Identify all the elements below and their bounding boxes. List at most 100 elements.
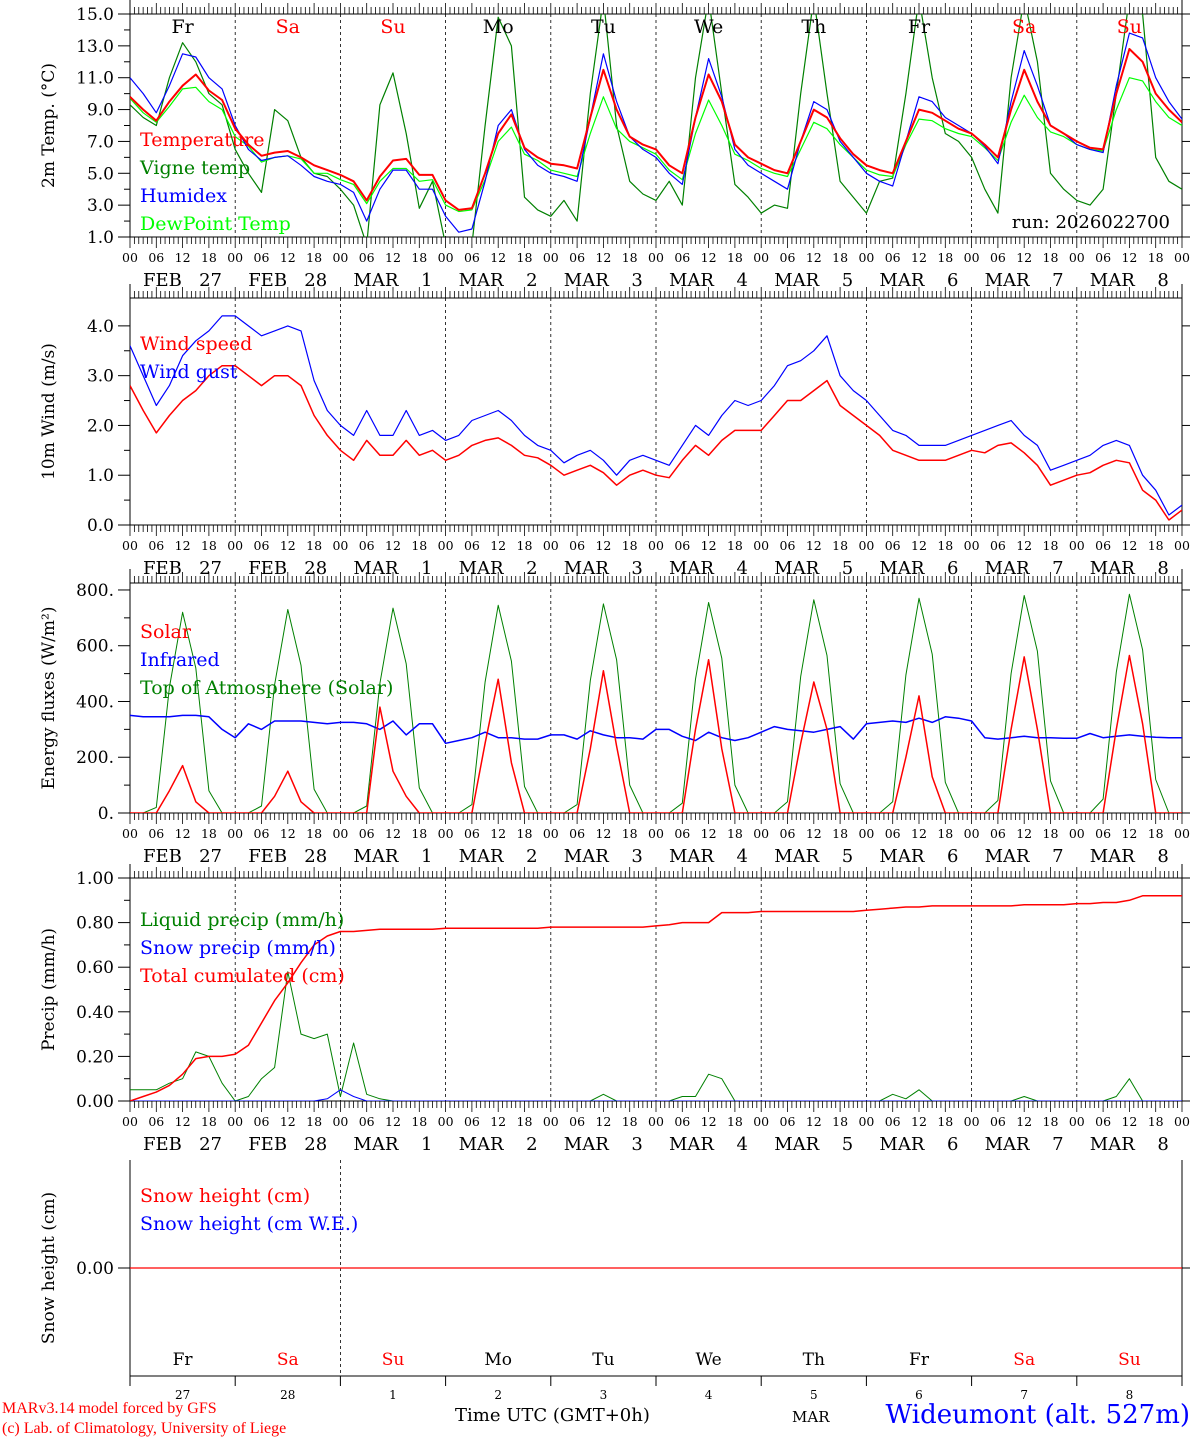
x-date-month: FEB (248, 270, 287, 291)
x-hour-label: 12 (175, 250, 191, 265)
x-date-month: MAR (459, 846, 504, 867)
day-number-label: 8 (1126, 1388, 1134, 1402)
x-hour-label: 06 (148, 538, 164, 553)
x-hour-label: 12 (280, 826, 296, 841)
x-date-day: 5 (842, 1134, 853, 1155)
x-hour-label: 12 (1016, 1114, 1032, 1129)
x-date-month: MAR (353, 846, 398, 867)
y-tick-label: 0.80 (76, 914, 114, 934)
x-hour-label: 12 (280, 250, 296, 265)
x-hour-label: 06 (254, 250, 270, 265)
x-date-day: 28 (304, 846, 327, 867)
x-hour-label: 06 (780, 538, 796, 553)
x-date-day: 5 (842, 270, 853, 291)
y-tick-label: 1.0 (87, 466, 114, 486)
x-date-month: FEB (248, 846, 287, 867)
x-date-month: MAR (774, 846, 819, 867)
y-tick-label: 0.00 (76, 1259, 114, 1279)
x-hour-label: 12 (175, 1114, 191, 1129)
x-date-month: MAR (564, 1134, 609, 1155)
x-hour-label: 18 (411, 250, 427, 265)
x-hour-label: 12 (1016, 826, 1032, 841)
x-hour-label: 12 (280, 538, 296, 553)
x-hour-label: 00 (1069, 538, 1085, 553)
run-label: run: 2026022700 (1012, 212, 1170, 233)
x-date-month: MAR (774, 558, 819, 579)
x-date-month: MAR (564, 558, 609, 579)
x-hour-label: 18 (306, 1114, 322, 1129)
x-hour-label: 00 (332, 826, 348, 841)
x-hour-label: 00 (543, 826, 559, 841)
y-tick-label: 0.20 (76, 1047, 114, 1067)
x-hour-label: 18 (201, 250, 217, 265)
y-tick-label: 200. (76, 748, 114, 768)
x-date-month: FEB (248, 558, 287, 579)
x-hour-label: 00 (648, 1114, 664, 1129)
x-hour-label: 06 (1095, 1114, 1111, 1129)
y-tick-label: 15.0 (76, 5, 114, 25)
x-hour-label: 12 (490, 538, 506, 553)
legend-item: Infrared (140, 649, 220, 671)
x-hour-label: 18 (727, 826, 743, 841)
legend-item: Liquid precip (mm/h) (140, 909, 344, 931)
y-axis-label: 2m Temp. (°C) (39, 63, 59, 188)
x-hour-label: 06 (569, 538, 585, 553)
x-date-month: MAR (1090, 558, 1135, 579)
x-hour-label: 06 (359, 538, 375, 553)
x-hour-label: 06 (780, 1114, 796, 1129)
x-hour-label: 12 (806, 826, 822, 841)
x-hour-label: 00 (648, 826, 664, 841)
x-hour-label: 12 (806, 1114, 822, 1129)
y-tick-label: 0.0 (87, 516, 114, 536)
x-hour-label: 18 (832, 250, 848, 265)
series-wind-speed (130, 364, 1182, 521)
x-hour-label: 06 (990, 1114, 1006, 1129)
x-hour-label: 00 (543, 1114, 559, 1129)
x-date-month: MAR (879, 558, 924, 579)
series-liquid-precip-mm-h (130, 971, 1182, 1101)
x-date-month: MAR (985, 270, 1030, 291)
x-hour-label: 12 (280, 1114, 296, 1129)
x-hour-label: 00 (858, 538, 874, 553)
x-hour-label: 06 (990, 538, 1006, 553)
legend-item: Snow height (cm) (140, 1185, 310, 1207)
x-hour-label: 00 (438, 250, 454, 265)
legend-item: DewPoint Temp (140, 213, 291, 235)
x-hour-label: 00 (543, 250, 559, 265)
x-hour-label: 06 (254, 826, 270, 841)
x-hour-label: 18 (201, 1114, 217, 1129)
series-top-of-atmosphere-solar (130, 593, 1182, 813)
day-number-label: 4 (705, 1388, 713, 1402)
x-hour-label: 06 (569, 1114, 585, 1129)
x-date-month: MAR (1090, 270, 1135, 291)
x-hour-label: 12 (385, 250, 401, 265)
y-tick-label: 0.40 (76, 1003, 114, 1023)
x-hour-label: 00 (858, 1114, 874, 1129)
x-hour-label: 12 (911, 1114, 927, 1129)
day-name-label: Sa (276, 16, 300, 38)
x-hour-label: 00 (122, 250, 138, 265)
day-number-label: 6 (915, 1388, 923, 1402)
day-number-label: 5 (810, 1388, 818, 1402)
day-name-label: Mo (483, 16, 514, 38)
x-hour-label: 18 (1148, 538, 1164, 553)
day-name-label: Su (380, 16, 405, 38)
series-total-cumulated-cm (130, 895, 1182, 1101)
x-date-day: 28 (304, 1134, 327, 1155)
x-date-month: FEB (143, 270, 182, 291)
day-name-label: We (694, 16, 723, 38)
x-date-day: 7 (1052, 558, 1063, 579)
x-hour-label: 12 (701, 538, 717, 553)
x-hour-label: 18 (937, 1114, 953, 1129)
x-hour-label: 00 (1069, 250, 1085, 265)
x-hour-label: 06 (885, 1114, 901, 1129)
x-date-month: MAR (1090, 1134, 1135, 1155)
x-hour-label: 00 (122, 1114, 138, 1129)
x-hour-label: 18 (832, 826, 848, 841)
x-date-day: 28 (304, 558, 327, 579)
x-date-day: 6 (947, 1134, 958, 1155)
day-name-label: Su (382, 1350, 405, 1370)
legend-item: Wind gust (140, 361, 238, 383)
x-date-day: 6 (947, 558, 958, 579)
x-hour-label: 18 (1043, 1114, 1059, 1129)
